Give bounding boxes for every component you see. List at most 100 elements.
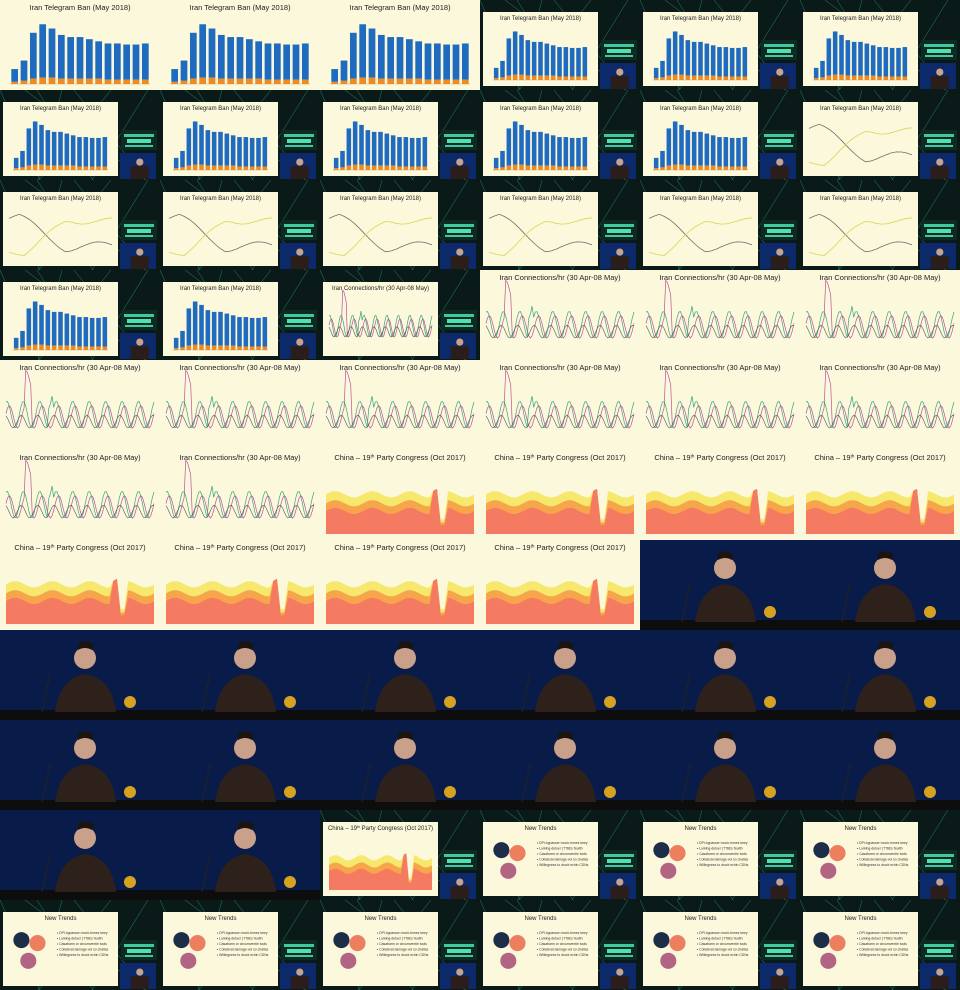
tile-6-bar-orange-12 [89, 166, 95, 170]
tile-3-speaker-body [610, 76, 629, 89]
tile-61-bullet-3: • Collateral damage-vol so chalias [217, 948, 268, 952]
tile-56-title: China – 19th Party Congress (Oct 2017) [328, 825, 433, 832]
tile-54 [0, 810, 160, 900]
tile-2-bar-orange-11 [433, 79, 441, 84]
tile-57-circle-mauve [500, 862, 517, 879]
tile-11-speaker-head [936, 158, 944, 166]
tile-15-line-yellow [488, 217, 593, 256]
tile-22-frame: Iran Connections/hr (30 Apr-08 May) [640, 270, 800, 360]
tile-9-bar-orange-9 [550, 165, 556, 170]
tile-27-title: Iran Connections/hr (30 Apr-08 May) [499, 363, 621, 372]
tile-44-speaker-sweater [375, 674, 436, 712]
tile-31-line-gray [165, 504, 315, 519]
tile-5-bar-orange-11 [883, 76, 889, 80]
tile-9-conference-logo [601, 130, 637, 150]
tile-60-circle-coral [29, 935, 46, 952]
tile-61-bullet-2: • Casabarm or circumventie tools [217, 942, 267, 946]
tile-62-bullet-1: • Lurking-detoer (TTBb) Tealth [377, 937, 423, 941]
tile-3-bar-blue-9 [550, 45, 556, 76]
tile-11-logo-line-2 [927, 139, 951, 143]
tile-60-logo-line-2 [127, 949, 151, 953]
tile-26-frame: Iran Connections/hr (30 Apr-08 May) [320, 360, 480, 450]
tile-1-bar-blue-6 [227, 37, 235, 79]
tile-16-speaker-head [776, 248, 784, 256]
tile-7-bar-orange-0 [173, 168, 179, 170]
tile-3-speaker-head [616, 68, 624, 76]
tile-19-bar-orange-1 [180, 347, 185, 350]
tile-3-bar-orange-6 [531, 75, 537, 80]
tile-7-bar-blue-12 [249, 137, 255, 167]
tile-65-slide: New Trends • DPI-bypasser mooir-Iemes kee… [803, 912, 918, 986]
tile-17-slide: Iran Telegram Ban (May 2018) [803, 192, 918, 266]
tile-3-frame: Iran Telegram Ban (May 2018) [480, 0, 640, 90]
tile-8-bar-orange-13 [416, 166, 421, 170]
tile-32-slide: China – 19th Party Congress (Oct 2017) [320, 450, 480, 540]
tile-4-bar-blue-0 [653, 67, 659, 79]
tile-65-circle-navy [813, 932, 830, 949]
tile-58-bullet-4: • Willingness to druck echin CDNs [697, 863, 749, 867]
tile-4-conference-logo [761, 40, 797, 60]
tile-37-frame: China – 19th Party Congress (Oct 2017) [160, 540, 320, 630]
tile-0-bar-blue-8 [85, 39, 93, 79]
tile-49-speaker-sweater [215, 764, 276, 802]
tile-38: China – 19th Party Congress (Oct 2017) [320, 540, 480, 630]
tile-19-bar-blue-8 [224, 313, 230, 346]
tile-4-bar-blue-2 [666, 38, 672, 76]
tile-15-frame: Iran Telegram Ban (May 2018) [480, 180, 640, 270]
tile-1-bar-blue-1 [180, 60, 188, 81]
tile-6-logo-line-2 [127, 139, 151, 143]
tile-10-bar-orange-9 [710, 165, 716, 170]
tile-58-logo-line-3 [765, 865, 793, 867]
tile-58-bullet-3: • Collateral damage-vol so chalias [697, 858, 748, 862]
tile-41-lucky-cat [924, 606, 936, 618]
tile-11-slide: Iran Telegram Ban (May 2018) [803, 102, 918, 176]
tile-31-line-pink [165, 459, 315, 519]
tile-9-bar-orange-1 [500, 167, 505, 170]
tile-57-circle-navy [493, 842, 510, 859]
tile-33: China – 19th Party Congress (Oct 2017) [480, 450, 640, 540]
tile-46-lucky-cat [764, 696, 776, 708]
tile-64-bullet-4: • Willingness to druck echin CDNs [697, 953, 749, 957]
tile-25: Iran Connections/hr (30 Apr-08 May) [160, 360, 320, 450]
tile-7-bar-orange-11 [243, 166, 249, 170]
tile-16-slide-bg [643, 192, 758, 266]
tile-32-title: China – 19th Party Congress (Oct 2017) [334, 453, 466, 462]
tile-17-logo-line-1 [924, 224, 954, 227]
tile-9-bar-blue-4 [519, 124, 524, 165]
tile-63-bullet-0: • DPI-bypasser mooir-Iemes keey [537, 931, 588, 935]
tile-3-bar-orange-12 [569, 76, 575, 80]
tile-60-title: New Trends [44, 916, 76, 922]
tile-61-slide: New Trends • DPI-bypasser mooir-Iemes kee… [163, 912, 278, 986]
tile-56-title-sup: th [357, 825, 360, 829]
tile-2-bar-blue-11 [433, 43, 441, 80]
tile-61-bullet-0: • DPI-bypasser mooir-Iemes keey [217, 931, 268, 935]
tile-60-bullet-4: • Willingness to druck echin CDNs [57, 953, 109, 957]
tile-20-speaker-head [456, 338, 464, 346]
tile-35-title-suffix: Party Congress (Oct 2017) [854, 453, 946, 462]
tile-63-logo-line-2 [607, 949, 631, 953]
tile-18-bar-orange-11 [83, 346, 89, 350]
tile-63-bullet-4: • Willingness to druck echin CDNs [537, 953, 589, 957]
tile-4-bar-orange-5 [685, 75, 691, 80]
tile-1-bar-blue-3 [199, 24, 207, 78]
tile-45-lucky-cat [604, 696, 616, 708]
tile-18-frame: Iran Telegram Ban (May 2018) [0, 270, 160, 360]
tile-59-circle-mauve [820, 862, 837, 879]
tile-10-bar-orange-5 [685, 165, 691, 170]
tile-5-bar-orange-0 [813, 78, 819, 80]
tile-5-logo-line-2 [927, 49, 951, 53]
tile-6-bar-blue-5 [45, 130, 51, 166]
tile-63-conference-logo [601, 940, 637, 960]
tile-14-logo-line-1 [444, 224, 474, 227]
tile-8-slide: Iran Telegram Ban (May 2018) [323, 102, 438, 176]
tile-3-bar-blue-5 [525, 40, 531, 76]
tile-42-podium [0, 710, 160, 720]
tile-59-speaker-body [930, 886, 949, 899]
tile-65-conference-logo [921, 940, 957, 960]
tile-54-microphone [41, 853, 51, 893]
tile-19-speaker-body [290, 346, 309, 359]
tile-62-circle-coral [349, 935, 366, 952]
tile-7-frame: Iran Telegram Ban (May 2018) [160, 90, 320, 180]
tile-65-bullet-4: • Willingness to druck echin CDNs [857, 953, 909, 957]
tile-41-podium [800, 620, 960, 630]
